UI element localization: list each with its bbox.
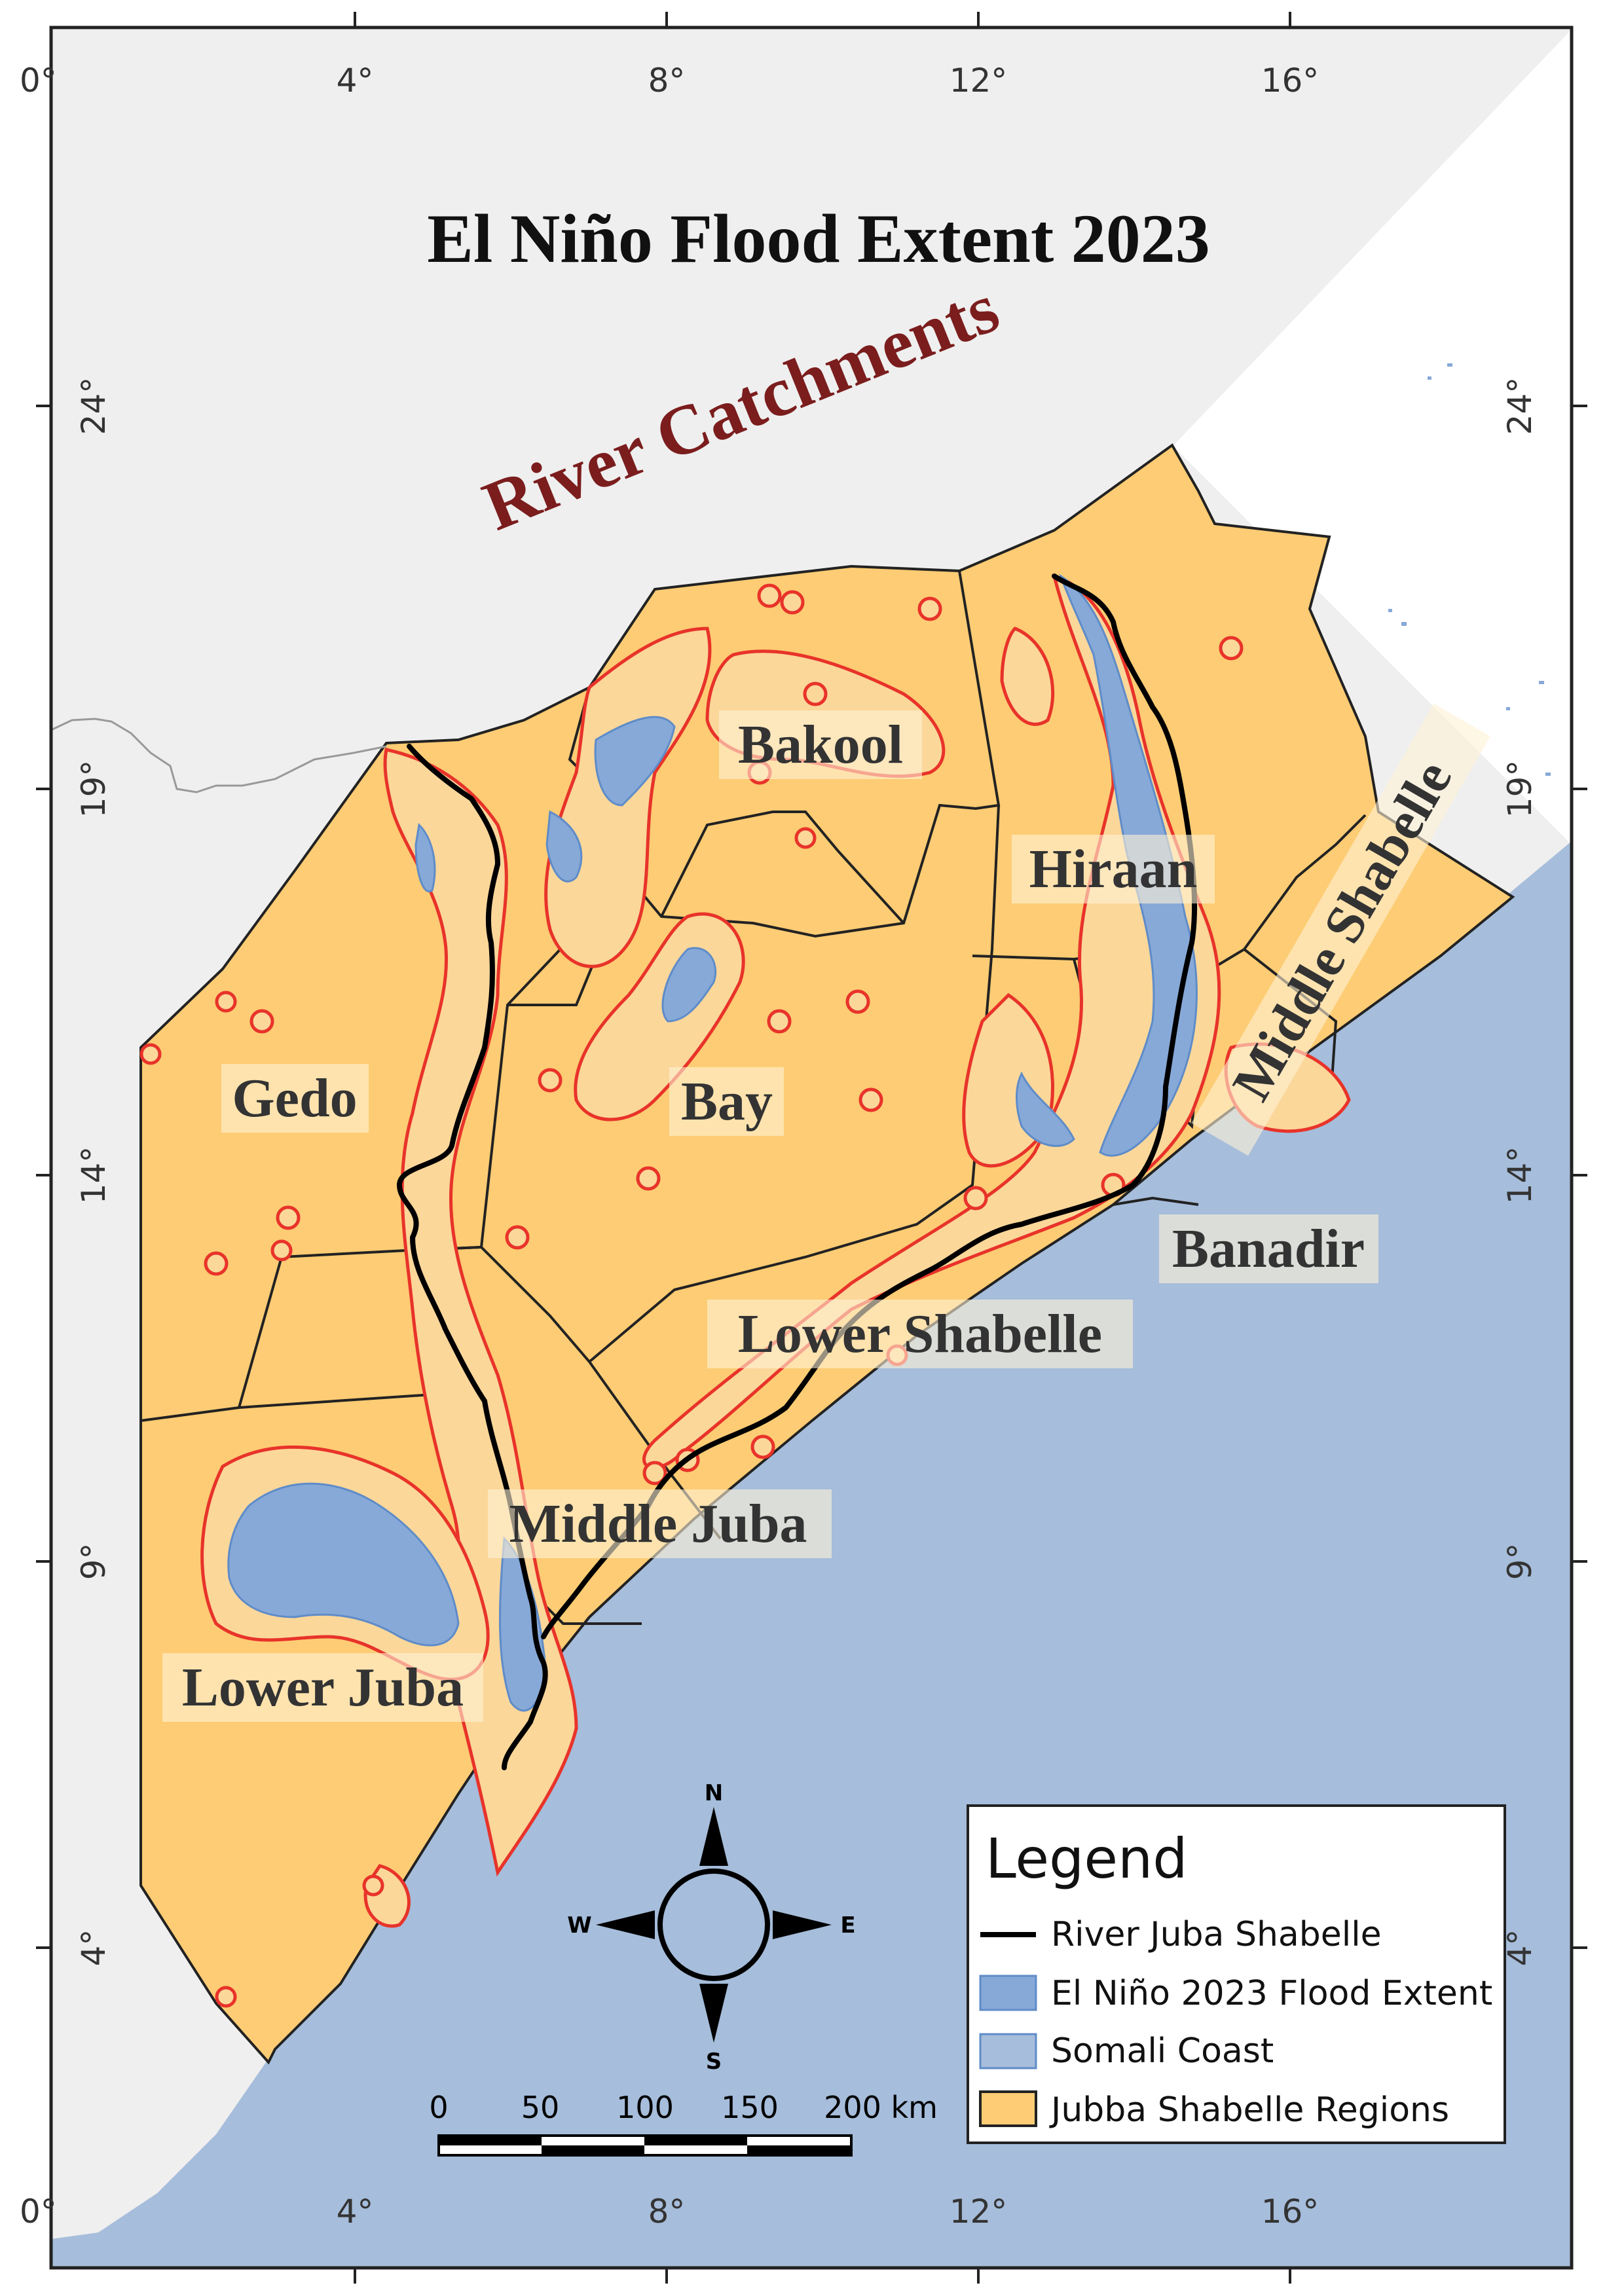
grid-label-left-2: 14° bbox=[75, 1146, 113, 1205]
region-label-bakool: Bakool bbox=[738, 714, 903, 775]
legend-box bbox=[967, 1804, 1506, 2144]
grid-label-top-1: 4° bbox=[337, 62, 374, 100]
compass-arrow-north bbox=[699, 1807, 728, 1866]
region-label-bay: Bay bbox=[681, 1071, 773, 1132]
compass-arrow-east bbox=[773, 1910, 832, 1939]
north-arrow: N S E W bbox=[567, 1780, 855, 2075]
region-label-middle-juba: Middle Juba bbox=[509, 1493, 807, 1554]
legend-swatch-flood bbox=[979, 1975, 1037, 2011]
grid-label-left-0: 24° bbox=[75, 377, 113, 435]
scale-tick-150: 150 bbox=[721, 2090, 779, 2125]
legend-swatch-coast bbox=[979, 2033, 1037, 2069]
map-frame bbox=[49, 26, 1574, 2270]
flood-extent bbox=[227, 574, 1198, 1712]
map-title: El Niño Flood Extent 2023 bbox=[427, 200, 1210, 277]
grid-labels-right: 24° 19° 14° 9° 4° bbox=[1501, 377, 1539, 1967]
scale-tick-100: 100 bbox=[616, 2090, 674, 2125]
scale-bar: 0 50 100 150 200 km bbox=[429, 2090, 938, 2157]
grid-label-top-4: 16° bbox=[1261, 62, 1320, 100]
grid-label-right-3: 9° bbox=[1501, 1543, 1539, 1580]
compass-label-north: N bbox=[705, 1780, 723, 1806]
grid-labels-top: 0° 4° 8° 12° 16° bbox=[20, 62, 1319, 100]
region-label-hiraan: Hiraan bbox=[1029, 839, 1198, 900]
region-label-lower-juba: Lower Juba bbox=[182, 1657, 464, 1718]
region-label-lower-shabelle: Lower Shabelle bbox=[738, 1303, 1102, 1364]
compass-ring bbox=[657, 1868, 770, 1981]
grid-label-bottom-4: 16° bbox=[1261, 2193, 1320, 2231]
region-label-banadir: Banadir bbox=[1172, 1218, 1365, 1279]
grid-label-right-2: 14° bbox=[1501, 1146, 1539, 1205]
country-border bbox=[50, 718, 387, 793]
grid-label-right-1: 19° bbox=[1501, 760, 1539, 818]
grid-label-top-3: 12° bbox=[950, 62, 1008, 100]
compass-label-south: S bbox=[706, 2049, 722, 2075]
gulf-area bbox=[1061, 29, 1572, 845]
grid-label-left-3: 9° bbox=[75, 1543, 113, 1580]
rivers bbox=[397, 574, 1198, 1770]
legend-label-river: River Juba Shabelle bbox=[1051, 1915, 1382, 1954]
grid-label-right-4: 4° bbox=[1501, 1929, 1539, 1967]
legend-label-regions: Jubba Shabelle Regions bbox=[1049, 2090, 1449, 2130]
legend: Legend River Juba Shabelle El Niño 2023 … bbox=[967, 1804, 1506, 2144]
legend-swatch-regions bbox=[979, 2090, 1037, 2127]
scale-tick-50: 50 bbox=[521, 2090, 560, 2125]
grid-label-top-0: 0° bbox=[20, 62, 57, 100]
grid-label-bottom-2: 8° bbox=[648, 2193, 686, 2231]
legend-title: Legend bbox=[986, 1827, 1188, 1891]
grid-ticks bbox=[36, 12, 1587, 2284]
grid-label-bottom-0: 0° bbox=[20, 2193, 57, 2231]
grid-labels-left: 24° 19° 14° 9° 4° bbox=[75, 377, 113, 1967]
region-label-gedo: Gedo bbox=[232, 1068, 357, 1129]
legend-label-coast: Somali Coast bbox=[1051, 2032, 1274, 2071]
grid-label-right-0: 24° bbox=[1501, 377, 1539, 435]
grid-label-bottom-3: 12° bbox=[950, 2193, 1008, 2231]
grid-labels-bottom: 0° 4° 8° 12° 16° bbox=[20, 2193, 1319, 2231]
compass-arrow-south bbox=[699, 1984, 728, 2043]
compass-label-east: E bbox=[840, 1912, 855, 1939]
grid-label-left-4: 4° bbox=[75, 1929, 113, 1967]
grid-label-top-2: 8° bbox=[648, 62, 686, 100]
legend-label-flood: El Niño 2023 Flood Extent bbox=[1051, 1974, 1492, 2013]
scale-tick-200: 200 km bbox=[824, 2090, 938, 2125]
grid-label-left-1: 19° bbox=[75, 760, 113, 818]
grid-label-bottom-1: 4° bbox=[337, 2193, 374, 2231]
compass-label-west: W bbox=[567, 1912, 592, 1939]
coastal-features bbox=[1388, 363, 1551, 776]
scale-tick-0: 0 bbox=[429, 2090, 448, 2125]
compass-arrow-west bbox=[596, 1910, 655, 1939]
